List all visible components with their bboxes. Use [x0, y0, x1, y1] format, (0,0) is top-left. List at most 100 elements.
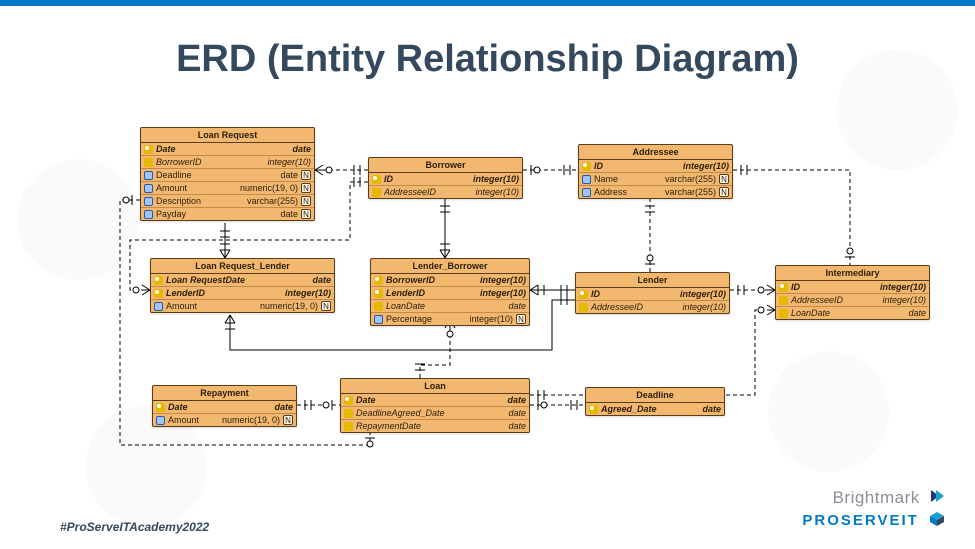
entity-header: Loan Request_Lender — [151, 259, 334, 274]
field-type: numeric(19, 0) — [240, 183, 298, 193]
column-icon — [144, 184, 153, 193]
field-name: Agreed_Date — [601, 404, 699, 414]
field-type: date — [508, 408, 526, 418]
field-row: Datedate — [141, 143, 314, 156]
field-row: IDinteger(10) — [369, 173, 522, 186]
field-name: Loan RequestDate — [166, 275, 309, 285]
field-type: integer(10) — [469, 314, 513, 324]
nullable-badge: N — [301, 209, 311, 219]
field-name: ID — [591, 289, 677, 299]
nullable-badge: N — [321, 301, 331, 311]
field-type: date — [292, 144, 311, 154]
fk-icon — [144, 158, 153, 167]
field-type: integer(10) — [475, 187, 519, 197]
column-icon — [582, 188, 591, 197]
nullable-badge: N — [516, 314, 526, 324]
field-name: ID — [384, 174, 470, 184]
field-row: Amountnumeric(19, 0)N — [151, 300, 334, 312]
field-type: integer(10) — [480, 275, 526, 285]
field-row: AddresseeIDinteger(10) — [776, 294, 929, 307]
nullable-badge: N — [719, 174, 729, 184]
field-name: Amount — [168, 415, 219, 425]
field-name: Percentage — [386, 314, 466, 324]
entity-header: Borrower — [369, 158, 522, 173]
field-row: Percentageinteger(10)N — [371, 313, 529, 325]
fk-icon — [579, 303, 588, 312]
entity-loan: LoanDatedateDeadlineAgreed_DatedateRepay… — [340, 378, 530, 433]
field-name: Amount — [156, 183, 237, 193]
field-row: Addressvarchar(255)N — [579, 186, 732, 198]
entity-addressee: AddresseeIDinteger(10)Namevarchar(255)NA… — [578, 144, 733, 199]
field-row: RepaymentDatedate — [341, 420, 529, 432]
field-type: varchar(255) — [665, 187, 716, 197]
field-row: LoanDatedate — [776, 307, 929, 319]
field-name: AddresseeID — [591, 302, 679, 312]
field-row: AddresseeIDinteger(10) — [576, 301, 729, 313]
column-icon — [144, 197, 153, 206]
fk-icon — [779, 296, 788, 305]
field-name: LoanDate — [386, 301, 505, 311]
entity-header: Addressee — [579, 145, 732, 160]
field-type: varchar(255) — [247, 196, 298, 206]
field-row: IDinteger(10) — [576, 288, 729, 301]
key-icon — [374, 276, 383, 285]
nullable-badge: N — [301, 196, 311, 206]
column-icon — [144, 171, 153, 180]
field-name: BorrowerID — [386, 275, 477, 285]
fk-icon — [344, 422, 353, 431]
field-name: Amount — [166, 301, 257, 311]
field-type: date — [908, 308, 926, 318]
field-row: AddresseeIDinteger(10) — [369, 186, 522, 198]
field-type: date — [508, 301, 526, 311]
field-row: DeadlinedateN — [141, 169, 314, 182]
field-row: Namevarchar(255)N — [579, 173, 732, 186]
fk-icon — [779, 309, 788, 318]
field-type: date — [280, 170, 298, 180]
key-icon — [372, 175, 381, 184]
field-name: Date — [356, 395, 504, 405]
key-icon — [154, 276, 163, 285]
field-name: Description — [156, 196, 244, 206]
column-icon — [154, 302, 163, 311]
entity-header: Lender_Borrower — [371, 259, 529, 274]
field-row: Amountnumeric(19, 0)N — [141, 182, 314, 195]
fk-icon — [344, 409, 353, 418]
field-row: Loan RequestDatedate — [151, 274, 334, 287]
field-name: Payday — [156, 209, 277, 219]
column-icon — [582, 175, 591, 184]
entity-header: Lender — [576, 273, 729, 288]
nullable-badge: N — [301, 170, 311, 180]
key-icon — [156, 403, 165, 412]
entity-header: Intermediary — [776, 266, 929, 281]
column-icon — [156, 416, 165, 425]
field-type: integer(10) — [682, 302, 726, 312]
field-row: LenderIDinteger(10) — [151, 287, 334, 300]
field-name: LenderID — [386, 288, 477, 298]
field-name: DeadlineAgreed_Date — [356, 408, 505, 418]
field-row: Descriptionvarchar(255)N — [141, 195, 314, 208]
field-name: Date — [168, 402, 271, 412]
entity-borrower: BorrowerIDinteger(10)AddresseeIDinteger(… — [368, 157, 523, 199]
fk-icon — [372, 188, 381, 197]
key-icon — [144, 145, 153, 154]
key-icon — [344, 396, 353, 405]
field-row: BorrowerIDinteger(10) — [141, 156, 314, 169]
field-type: integer(10) — [473, 174, 519, 184]
nullable-badge: N — [283, 415, 293, 425]
entity-repayment: RepaymentDatedateAmountnumeric(19, 0)N — [152, 385, 297, 427]
field-type: integer(10) — [882, 295, 926, 305]
field-row: BorrowerIDinteger(10) — [371, 274, 529, 287]
field-name: AddresseeID — [791, 295, 879, 305]
key-icon — [154, 289, 163, 298]
field-row: PaydaydateN — [141, 208, 314, 220]
field-type: numeric(19, 0) — [260, 301, 318, 311]
field-name: LoanDate — [791, 308, 905, 318]
fk-icon — [374, 302, 383, 311]
field-row: Amountnumeric(19, 0)N — [153, 414, 296, 426]
column-icon — [374, 315, 383, 324]
entity-header: Loan Request — [141, 128, 314, 143]
field-type: integer(10) — [285, 288, 331, 298]
field-name: ID — [594, 161, 680, 171]
field-name: Date — [156, 144, 289, 154]
key-icon — [579, 290, 588, 299]
